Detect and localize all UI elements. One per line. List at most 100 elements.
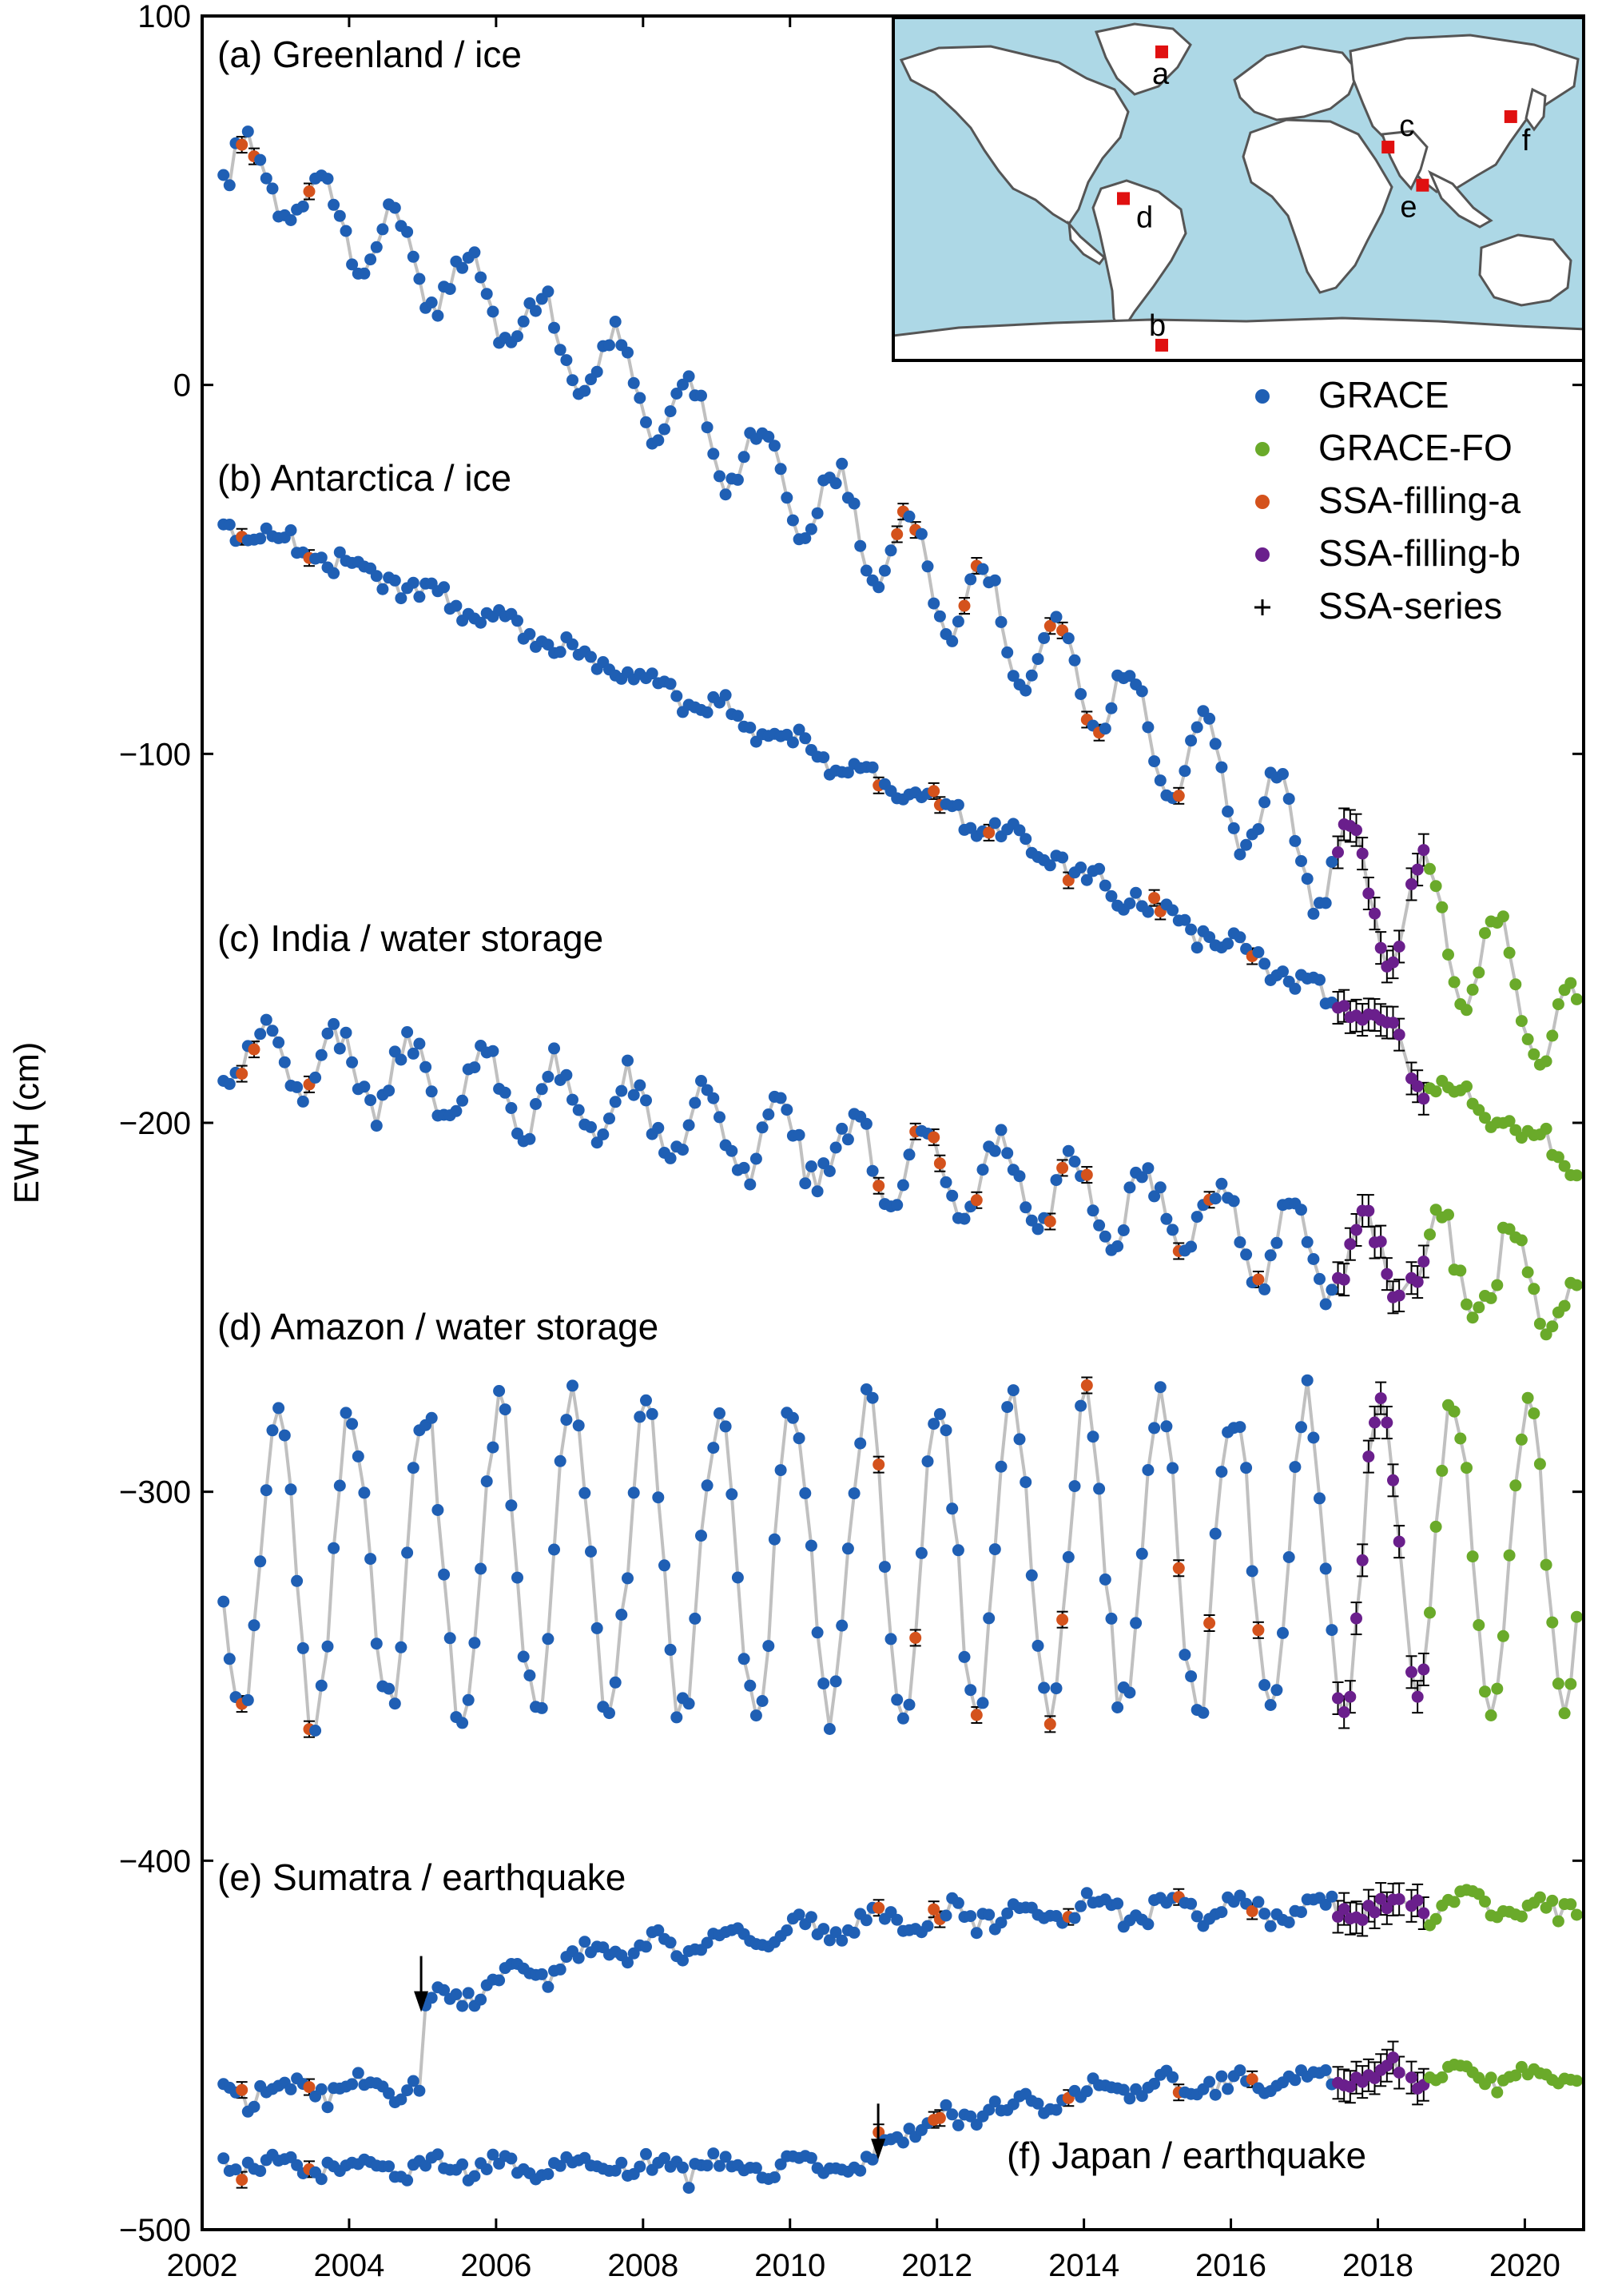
- point-fillA-123: [970, 1194, 983, 1207]
- point-grace-79: [701, 421, 714, 434]
- point-fillA-156: [1172, 790, 1185, 802]
- point-grace-157: [1179, 765, 1191, 778]
- panel-label-e: (e) Sumatra / earthquake: [217, 1856, 626, 1898]
- point-grace-27: [383, 1084, 396, 1097]
- point-grace-167: [1240, 1462, 1253, 1474]
- point-gracefo-209: [1503, 946, 1516, 959]
- point-grace-141: [1080, 2085, 1093, 2098]
- point-fillA-14: [303, 2081, 316, 2094]
- point-grace-46: [499, 1086, 511, 1099]
- point-grace-64: [609, 1676, 622, 1689]
- point-grace-153: [1154, 1381, 1167, 1394]
- point-grace-27: [383, 2087, 396, 2099]
- point-grace-176: [1295, 1906, 1307, 1919]
- point-grace-173: [1277, 768, 1289, 780]
- point-fillA-137: [1056, 1614, 1069, 1626]
- point-grace-84: [731, 710, 744, 722]
- point-fillA-137: [1056, 1161, 1069, 1174]
- point-fillB-182: [1332, 1692, 1344, 1705]
- map-site-marker-b: [1155, 338, 1168, 352]
- point-grace-164: [1222, 937, 1234, 950]
- point-grace-150: [1135, 1171, 1148, 1184]
- y-tick-label--300: −300: [119, 1475, 191, 1510]
- point-fillA-117: [933, 2111, 946, 2124]
- point-grace-172: [1270, 1684, 1283, 1697]
- point-grace-111: [896, 1179, 909, 1192]
- point-grace-175: [1289, 1461, 1302, 1474]
- point-fillB-190: [1381, 1267, 1393, 1280]
- point-fillB-189: [1374, 1392, 1387, 1405]
- point-gracefo-215: [1540, 1122, 1552, 1135]
- map-site-marker-e: [1416, 178, 1429, 192]
- point-grace-76: [682, 1119, 695, 1132]
- point-gracefo-207: [1491, 2086, 1504, 2099]
- point-grace-94: [793, 1908, 805, 1921]
- point-grace-46: [499, 1403, 511, 1416]
- point-gracefo-208: [1497, 1629, 1509, 1642]
- point-grace-1: [223, 1077, 236, 1090]
- point-grace-174: [1282, 793, 1295, 806]
- point-grace-31: [407, 250, 419, 263]
- point-grace-145: [1105, 1612, 1118, 1625]
- point-grace-134: [1038, 632, 1051, 644]
- point-grace-99: [823, 1165, 836, 1177]
- point-grace-82: [719, 1420, 732, 1433]
- point-grace-175: [1289, 2074, 1302, 2087]
- point-grace-178: [1307, 1431, 1320, 1444]
- point-fillA-168: [1246, 2073, 1258, 2086]
- point-grace-152: [1148, 1422, 1161, 1435]
- point-grace-148: [1123, 897, 1136, 909]
- point-grace-39: [456, 1094, 469, 1107]
- point-grace-98: [817, 751, 830, 764]
- point-fillA-3: [236, 2083, 248, 2096]
- point-grace-81: [714, 470, 725, 483]
- point-grace-21: [346, 1418, 359, 1431]
- point-fillA-107: [873, 1458, 885, 1471]
- point-grace-59: [578, 1936, 591, 1948]
- point-fillA-141: [1080, 1379, 1093, 1391]
- point-fillB-185: [1350, 1224, 1362, 1236]
- point-grace-16: [315, 2083, 328, 2095]
- point-grace-101: [836, 457, 849, 470]
- point-grace-58: [572, 1104, 585, 1116]
- point-fillB-191: [1387, 1017, 1399, 1029]
- point-grace-146: [1111, 1701, 1124, 1713]
- point-grace-34: [425, 1992, 438, 2004]
- point-grace-37: [443, 1632, 456, 1645]
- point-grace-126: [988, 574, 1001, 587]
- series-e: [217, 1882, 1583, 2118]
- point-grace-119: [946, 2108, 959, 2121]
- point-grace-96: [805, 523, 817, 535]
- point-grace-107: [873, 581, 885, 594]
- point-grace-155: [1167, 1462, 1179, 1474]
- point-grace-58: [572, 1419, 585, 1432]
- point-grace-54: [548, 321, 560, 334]
- point-grace-17: [321, 173, 334, 185]
- point-grace-151: [1142, 1918, 1155, 1931]
- point-grace-54: [548, 1543, 560, 1556]
- point-grace-161: [1203, 2075, 1216, 2088]
- point-grace-10: [278, 1056, 291, 1068]
- point-grace-181: [1326, 1890, 1338, 1903]
- point-grace-73: [664, 405, 677, 418]
- point-grace-117: [933, 1408, 946, 1420]
- point-grace-159: [1191, 941, 1203, 954]
- point-fillA-135: [1043, 1717, 1056, 1730]
- point-grace-19: [333, 546, 346, 559]
- point-grace-94: [793, 723, 805, 736]
- point-grace-93: [786, 736, 799, 749]
- point-grace-68: [634, 1411, 646, 1423]
- point-grace-126: [988, 2095, 1001, 2108]
- point-grace-90: [768, 2171, 781, 2183]
- point-grace-55: [554, 344, 566, 356]
- point-grace-51: [530, 304, 542, 317]
- point-grace-68: [634, 392, 646, 404]
- point-gracefo-206: [1485, 1291, 1497, 1304]
- point-grace-168: [1246, 1565, 1258, 1578]
- point-grace-82: [719, 689, 732, 702]
- point-grace-129: [1007, 1384, 1020, 1397]
- point-grace-75: [677, 1954, 689, 1967]
- point-grace-5: [248, 2100, 260, 2113]
- point-grace-76: [682, 2182, 695, 2195]
- point-grace-27: [383, 2160, 396, 2173]
